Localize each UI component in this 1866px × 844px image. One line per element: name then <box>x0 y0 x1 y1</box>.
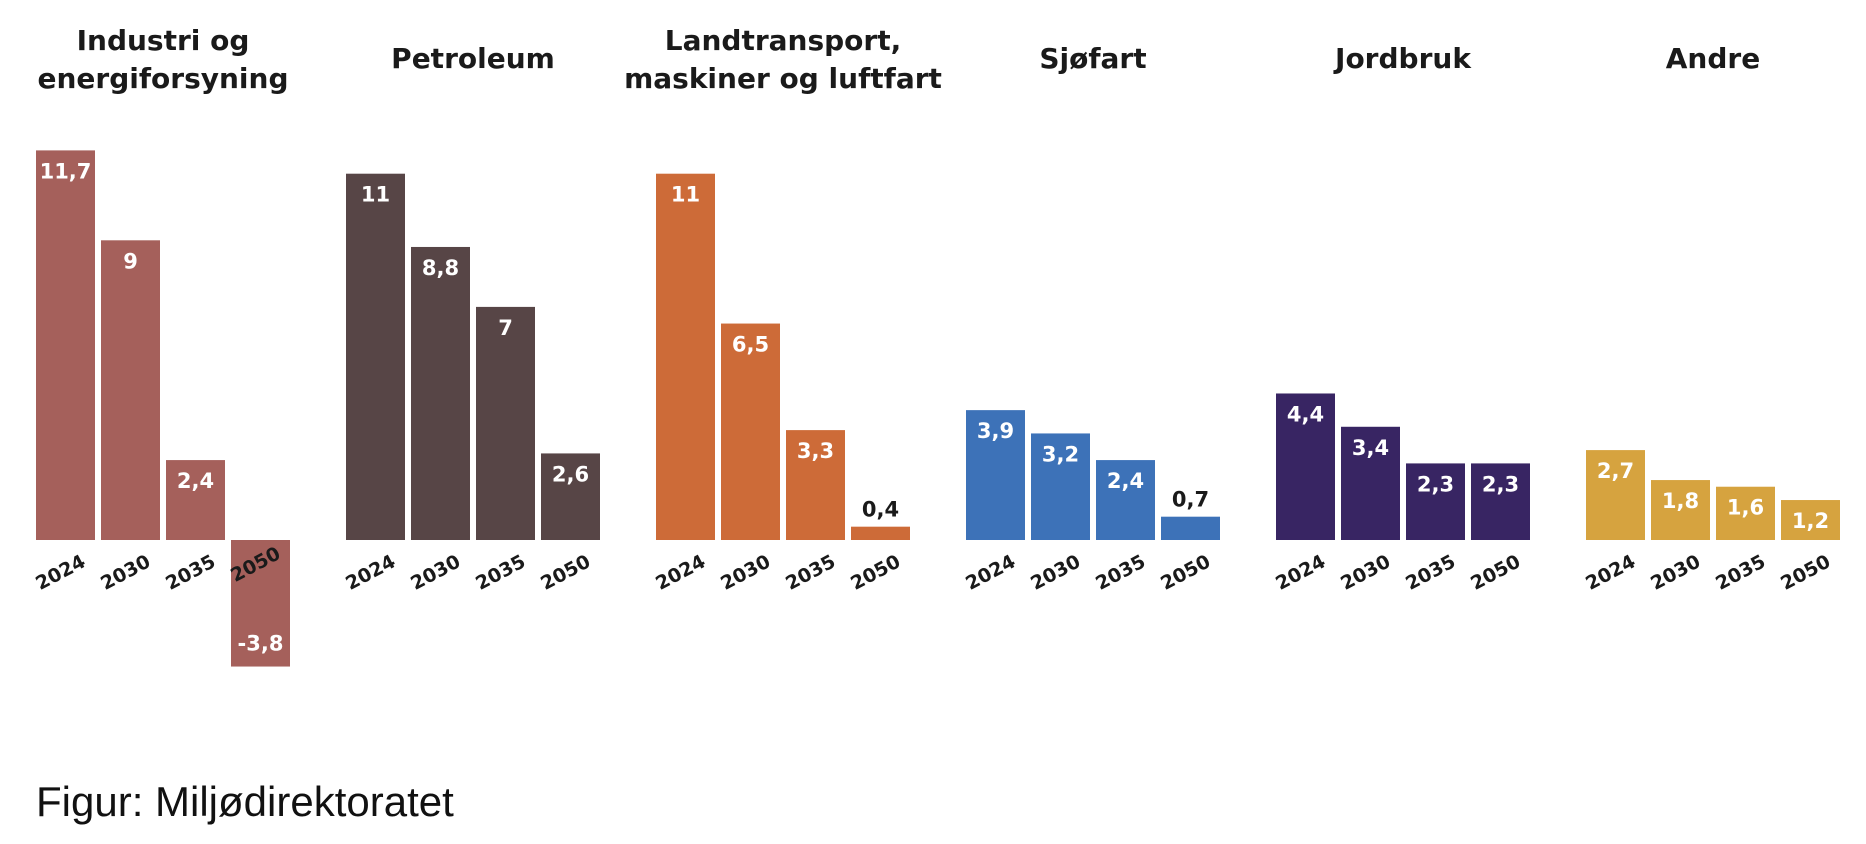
data-label: 9 <box>123 249 138 273</box>
tick-label: 2050 <box>847 551 904 595</box>
data-label: 1,2 <box>1792 509 1829 533</box>
bar <box>476 306 535 540</box>
data-label: -3,8 <box>238 632 284 656</box>
data-label: 7 <box>498 316 513 340</box>
data-label: 3,9 <box>977 419 1014 443</box>
data-label: 2,4 <box>177 469 214 493</box>
figure-caption: Figur: Miljødirektoratet <box>36 778 454 825</box>
panel-1: Petroleum 11 2024 8,8 2030 7 2035 2,6 2050 <box>342 42 600 595</box>
tick-label: 2030 <box>717 551 774 595</box>
panel-title: Jordbruk <box>1333 42 1472 75</box>
tick-label: 2024 <box>1272 551 1329 595</box>
data-label: 4,4 <box>1287 402 1324 426</box>
bar <box>721 323 780 540</box>
data-label: 3,2 <box>1042 442 1079 466</box>
data-label: 2,6 <box>552 462 589 486</box>
bar <box>966 410 1025 540</box>
data-label: 6,5 <box>732 333 769 357</box>
bar <box>1276 393 1335 540</box>
tick-label: 2024 <box>962 551 1019 595</box>
bar <box>1406 463 1465 540</box>
bar <box>36 150 95 540</box>
bar <box>1161 516 1220 540</box>
tick-label: 2050 <box>1157 551 1214 595</box>
panel-2: Landtransport, maskiner og luftfart 11 2024… <box>624 24 942 595</box>
bar <box>1586 450 1645 540</box>
tick-label: 2030 <box>407 551 464 595</box>
bar <box>851 526 910 540</box>
data-label: 0,4 <box>862 498 899 522</box>
tick-label: 2035 <box>1402 551 1459 595</box>
data-label: 3,4 <box>1352 436 1389 460</box>
bar <box>101 240 160 541</box>
tick-label: 2035 <box>782 551 839 595</box>
panel-title: Andre <box>1666 42 1760 75</box>
bar <box>656 173 715 540</box>
data-label: 8,8 <box>422 256 459 280</box>
data-label: 0,7 <box>1172 488 1209 512</box>
panel-title: Petroleum <box>391 42 555 75</box>
bar <box>786 430 845 540</box>
bar <box>166 460 225 540</box>
bar <box>1651 480 1710 540</box>
bar <box>1471 463 1530 540</box>
bar <box>231 540 290 667</box>
tick-label: 2030 <box>1337 551 1394 595</box>
bar <box>346 173 405 540</box>
panel-4: Jordbruk 4,4 2024 3,4 2030 2,3 2035 2,3 2050 <box>1272 42 1530 595</box>
tick-label: 2030 <box>97 551 154 595</box>
tick-label: 2050 <box>537 551 594 595</box>
data-label: 1,6 <box>1727 496 1764 520</box>
tick-label: 2024 <box>1582 551 1639 595</box>
bar <box>1716 486 1775 540</box>
bar <box>411 246 470 540</box>
panel-title: Industri og <box>77 24 250 57</box>
tick-label: 2024 <box>652 551 709 595</box>
data-label: 2,3 <box>1482 472 1519 496</box>
panel-title: energiforsyning <box>37 62 288 95</box>
data-label: 2,4 <box>1107 469 1144 493</box>
bar <box>1031 433 1090 540</box>
bar <box>541 453 600 540</box>
tick-label: 2024 <box>32 551 89 595</box>
data-label: 11,7 <box>40 159 92 183</box>
tick-label: 2035 <box>472 551 529 595</box>
data-label: 2,3 <box>1417 472 1454 496</box>
panel-title: maskiner og luftfart <box>624 62 942 95</box>
bar <box>1781 500 1840 540</box>
panel-title: Sjøfart <box>1039 42 1146 75</box>
tick-label: 2035 <box>1092 551 1149 595</box>
panel-3: Sjøfart 3,9 2024 3,2 2030 2,4 2035 0,7 2050 <box>962 42 1220 595</box>
bar <box>1341 426 1400 540</box>
data-label: 11 <box>361 183 390 207</box>
tick-label: 2050 <box>1467 551 1524 595</box>
tick-label: 2030 <box>1647 551 1704 595</box>
panel-5: Andre 2,7 2024 1,8 2030 1,6 2035 1,2 2050 <box>1582 42 1840 595</box>
data-label: 3,3 <box>797 439 834 463</box>
tick-label: 2050 <box>1777 551 1834 595</box>
tick-label: 2024 <box>342 551 399 595</box>
data-label: 2,7 <box>1597 459 1634 483</box>
panel-0: Industri ogenergiforsyning11,72024920302… <box>32 24 290 667</box>
bar <box>1096 460 1155 540</box>
panel-title: Landtransport, <box>665 24 902 57</box>
data-label: 11 <box>671 183 700 207</box>
data-label: 1,8 <box>1662 489 1699 513</box>
tick-label: 2035 <box>162 551 219 595</box>
tick-label: 2030 <box>1027 551 1084 595</box>
tick-label: 2035 <box>1712 551 1769 595</box>
